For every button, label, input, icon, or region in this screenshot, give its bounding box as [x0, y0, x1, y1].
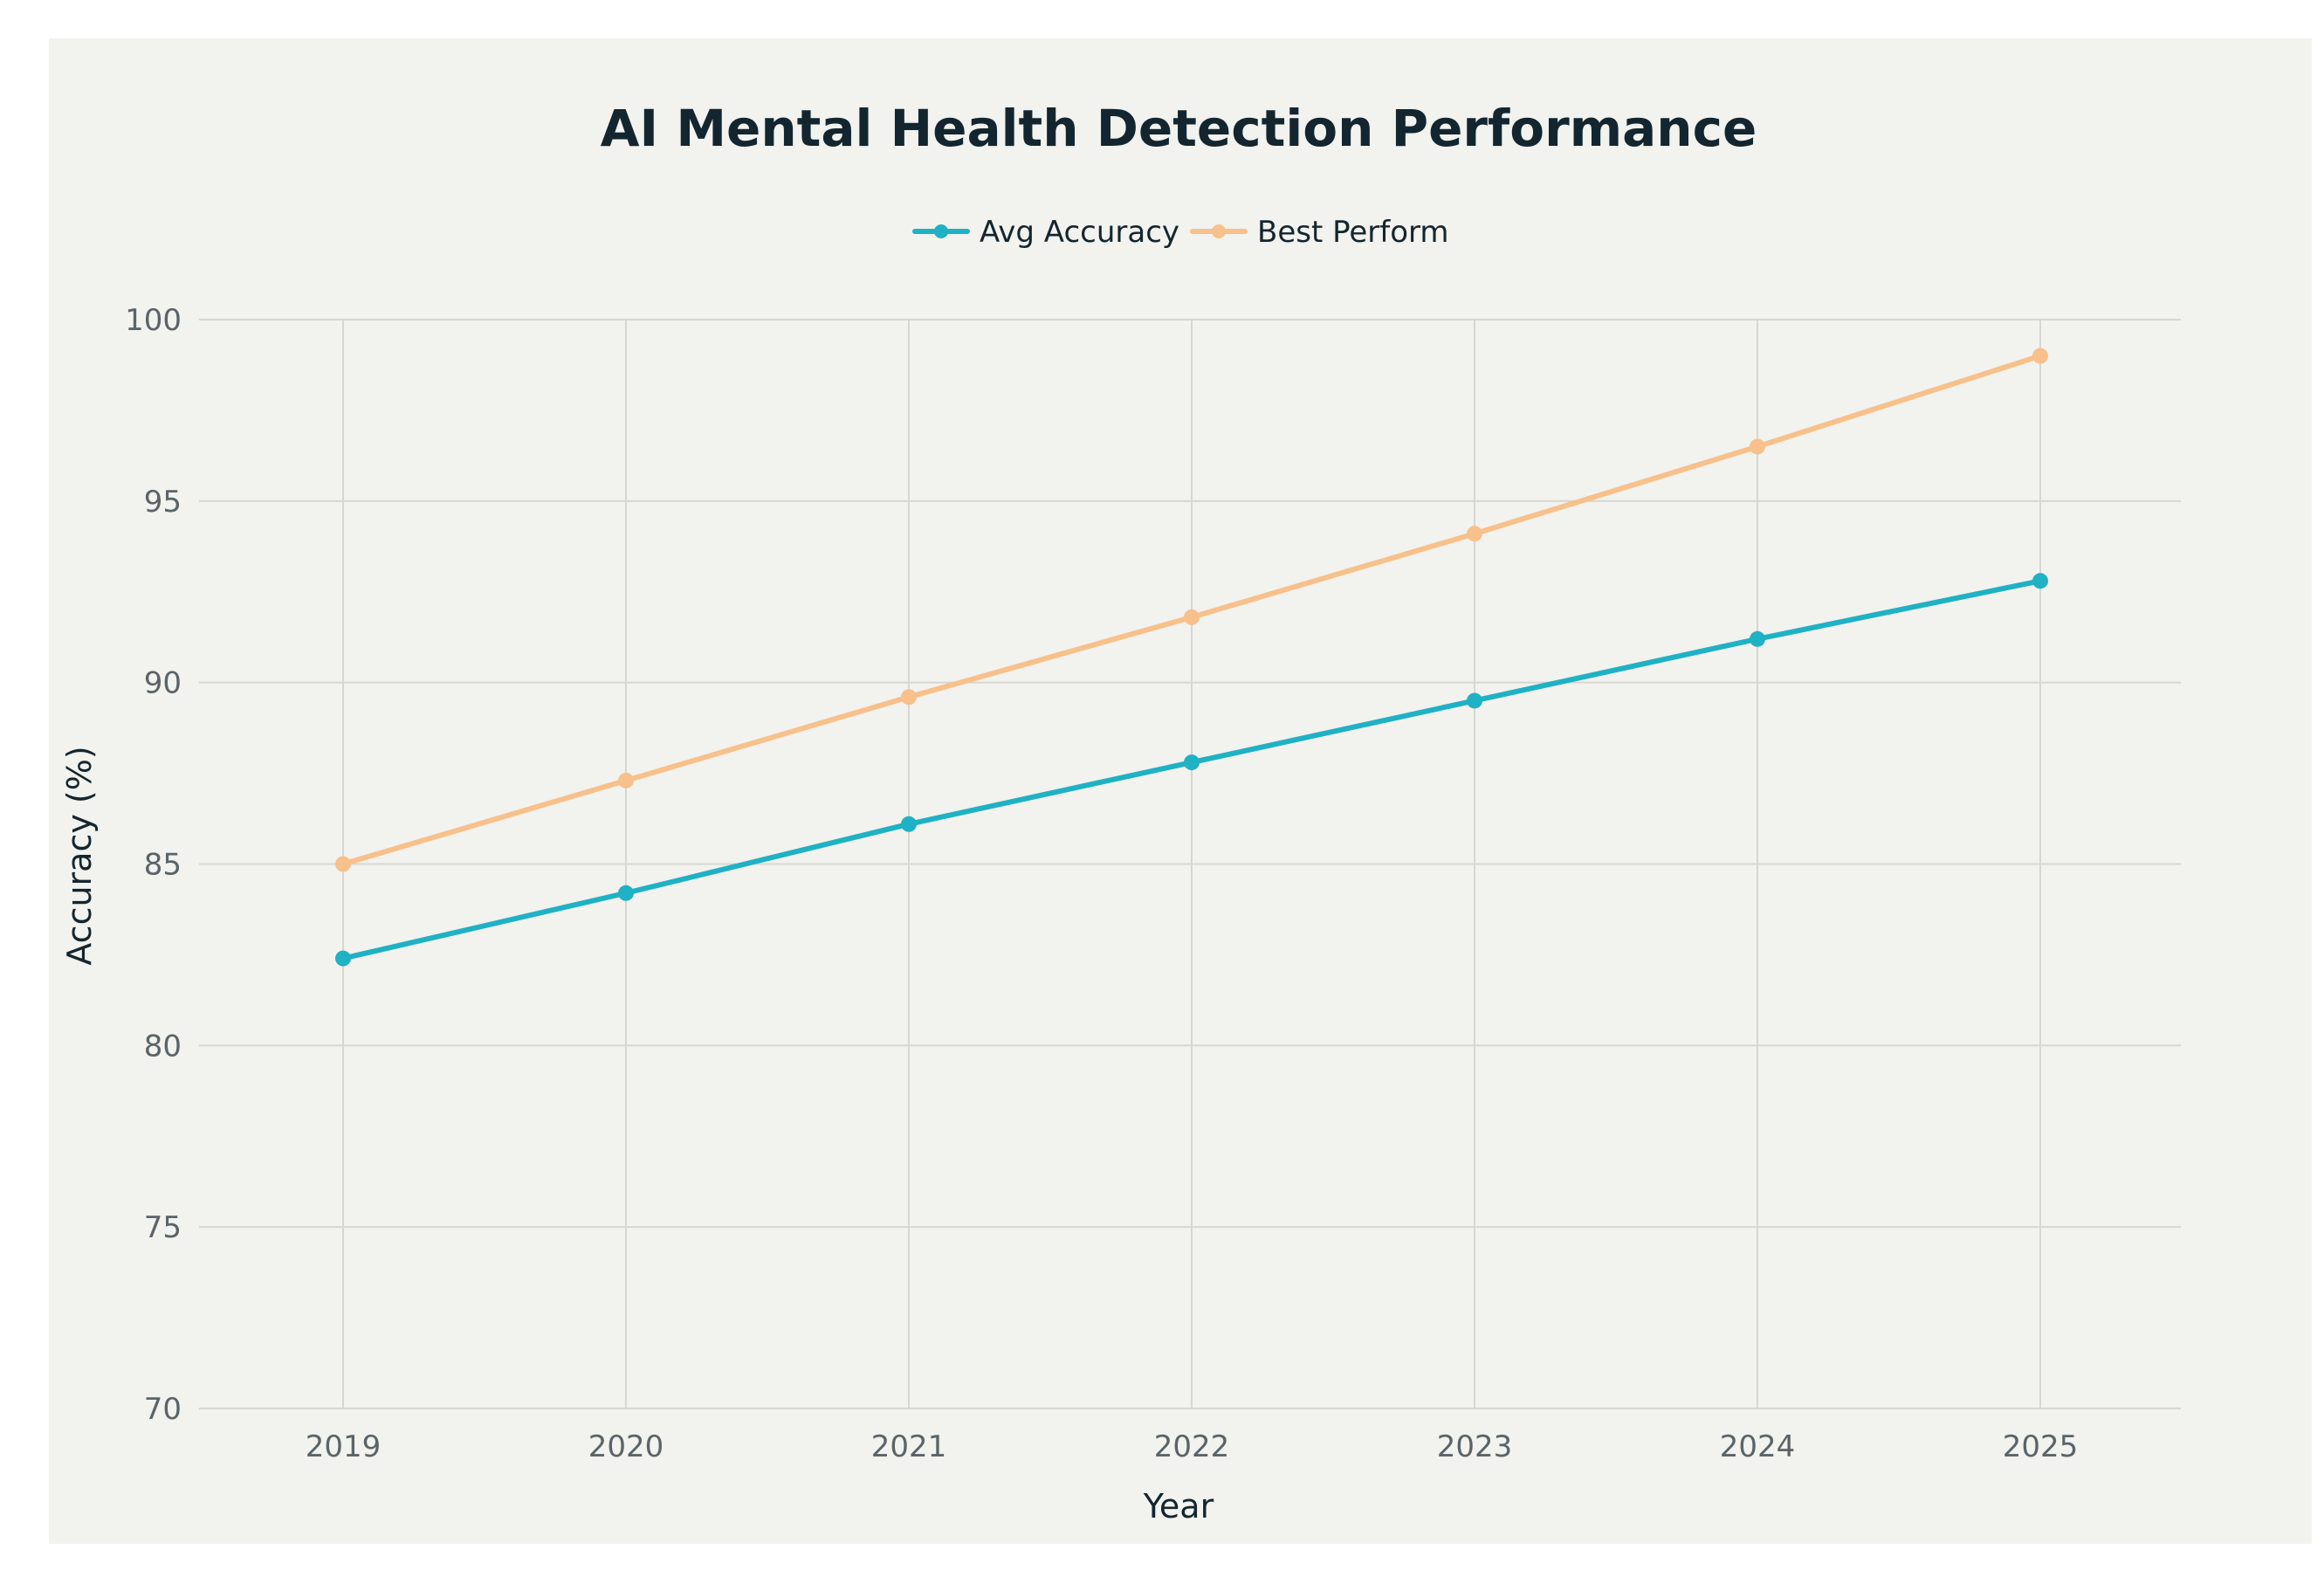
data-point-best-perform: [335, 856, 351, 872]
x-tick-label: 2019: [306, 1429, 382, 1464]
data-point-best-perform: [618, 772, 634, 788]
x-tick-label: 2024: [1720, 1429, 1796, 1464]
data-point-best-perform: [1184, 609, 1200, 625]
y-axis-label: Accuracy (%): [60, 746, 99, 965]
data-point-best-perform: [1467, 526, 1482, 542]
data-point-best-perform: [2032, 348, 2048, 364]
y-axis-ticks: 70 75 80 85 90 95 100: [125, 303, 182, 1427]
x-tick-label: 2021: [871, 1429, 947, 1464]
chart-title: AI Mental Health Detection Performance: [601, 99, 1757, 158]
x-tick-label: 2025: [2003, 1429, 2079, 1464]
data-point-best-perform: [901, 689, 917, 706]
y-tick-label: 70: [144, 1392, 182, 1427]
data-point-best-perform: [1750, 438, 1765, 455]
legend-label-best-perform: Best Perform: [1257, 215, 1449, 250]
data-point-avg-accuracy: [1184, 754, 1200, 771]
legend-marker-best-perform: [1212, 224, 1226, 238]
y-tick-label: 85: [144, 848, 182, 883]
legend-marker-avg-accuracy: [934, 224, 948, 238]
data-point-avg-accuracy: [335, 950, 351, 967]
gridlines: [199, 319, 2181, 1409]
data-point-avg-accuracy: [1750, 630, 1765, 647]
data-point-avg-accuracy: [2032, 573, 2048, 589]
x-tick-label: 2020: [588, 1429, 664, 1464]
data-point-avg-accuracy: [618, 885, 634, 901]
data-point-avg-accuracy: [901, 816, 917, 832]
y-tick-label: 90: [144, 666, 182, 701]
data-series: [335, 348, 2048, 967]
y-tick-label: 95: [144, 485, 182, 520]
y-tick-label: 80: [144, 1029, 182, 1064]
y-tick-label: 100: [125, 303, 182, 338]
chart-panel: [49, 38, 2312, 1544]
x-tick-label: 2023: [1437, 1429, 1513, 1464]
x-axis-ticks: 2019 2020 2021 2022 2023 2024 2025: [306, 1429, 2079, 1464]
legend-label-avg-accuracy: Avg Accuracy: [980, 215, 1179, 250]
data-point-avg-accuracy: [1467, 692, 1482, 709]
x-axis-label: Year: [1143, 1487, 1214, 1525]
chart-legend: Avg Accuracy Best Perform: [912, 215, 1449, 250]
x-tick-label: 2022: [1154, 1429, 1230, 1464]
y-tick-label: 75: [144, 1210, 182, 1245]
